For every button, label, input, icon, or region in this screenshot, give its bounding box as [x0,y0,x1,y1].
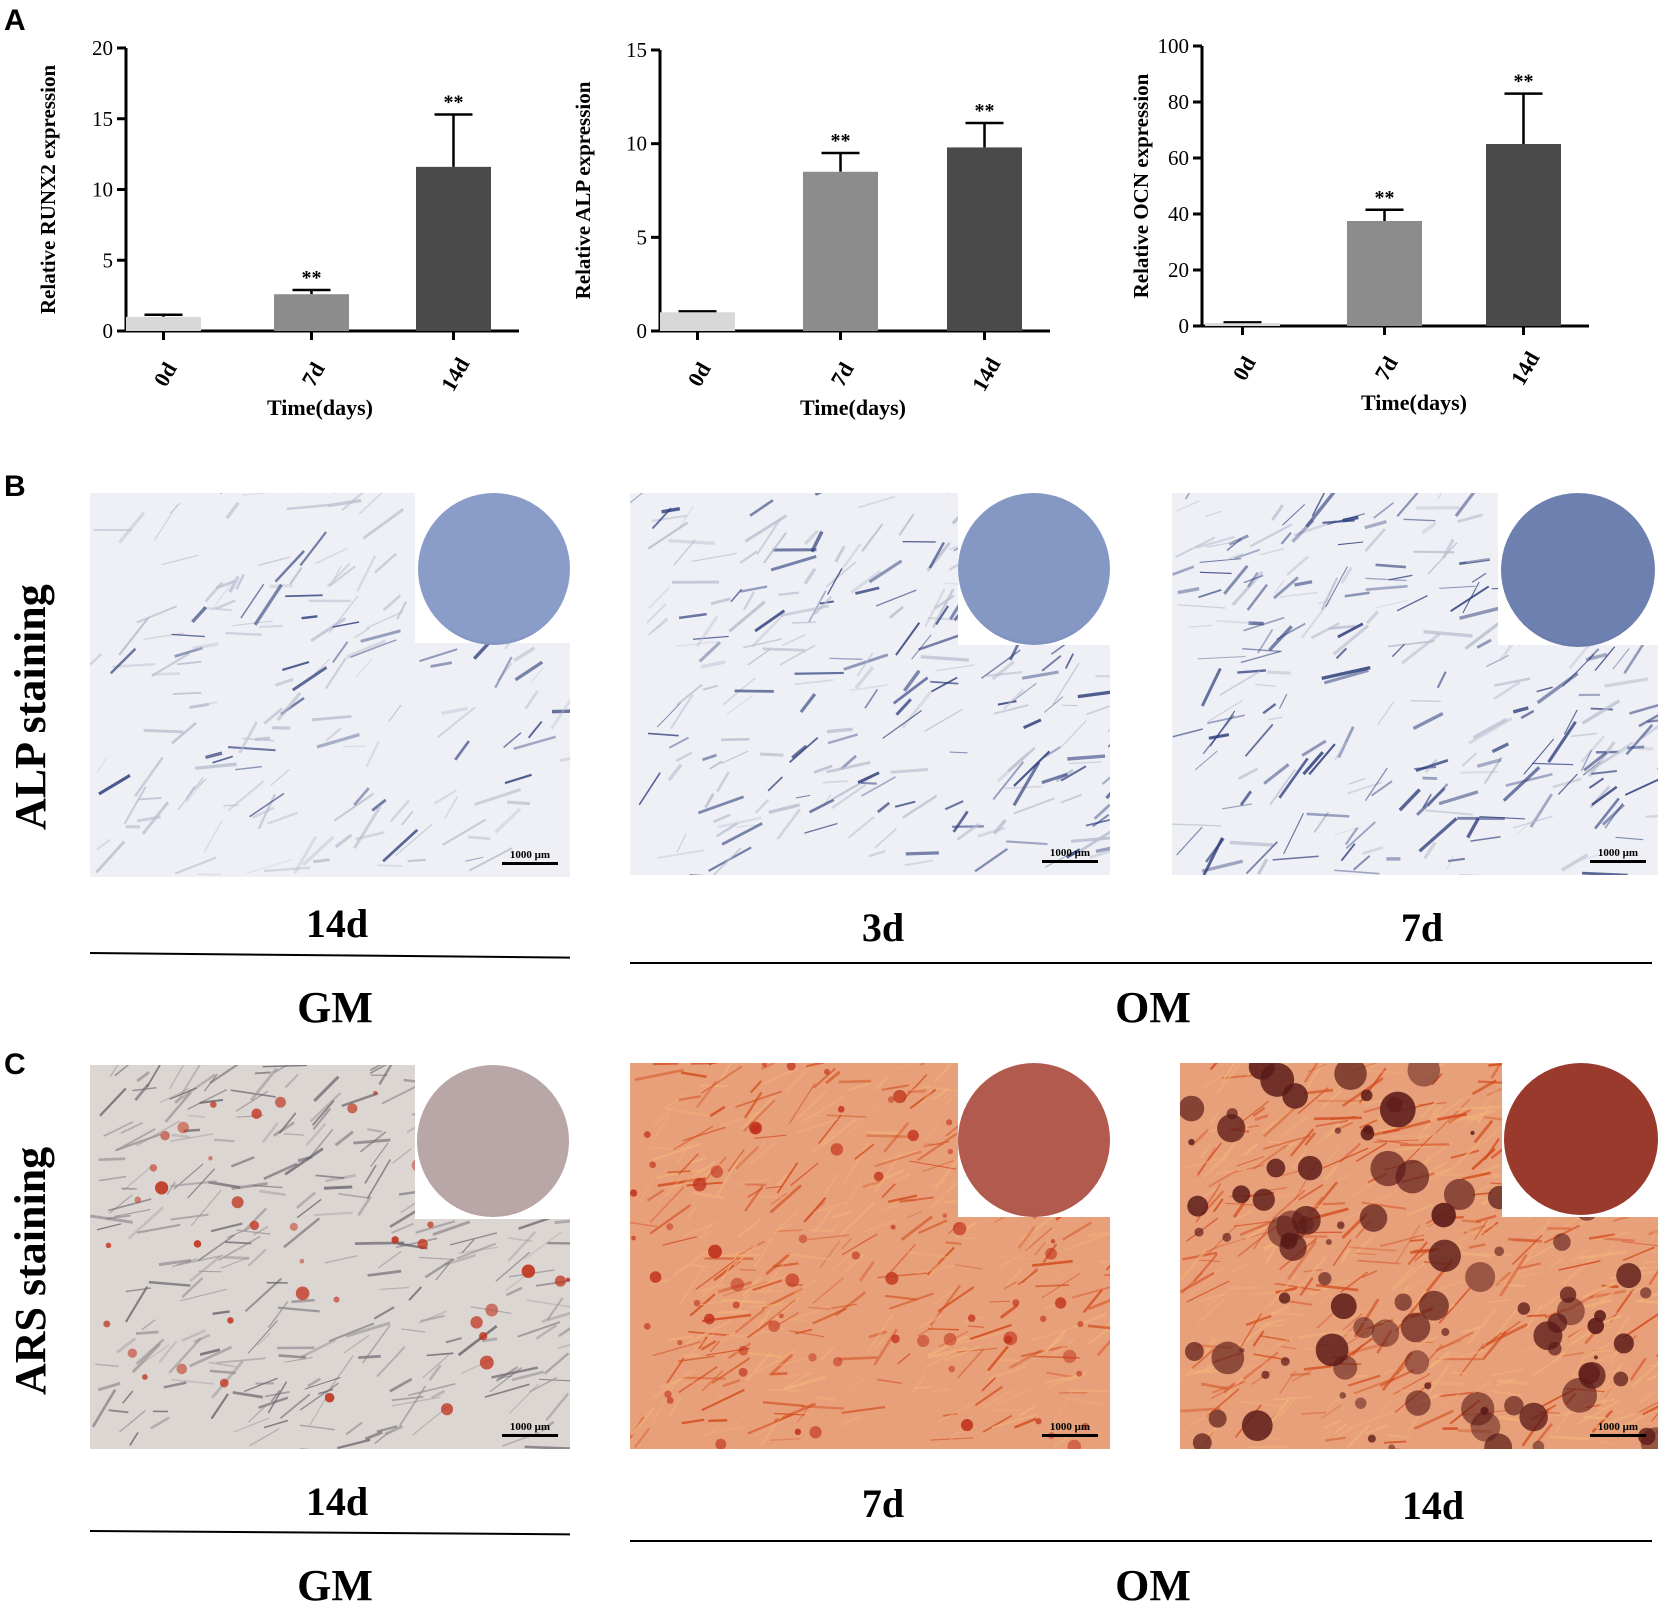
y-tick-label: 15 [92,107,113,131]
bar-7d [274,294,349,331]
x-tick-label: 0d [682,358,715,391]
y-tick-label: 40 [1168,202,1189,226]
ars-dish-om-14d [1504,1063,1658,1215]
ars-caption-3: 14d [1283,1482,1583,1529]
scale-label: 1000 μm [1050,1421,1090,1433]
row-label-ars: ARS staining [5,1147,56,1395]
ars-scalebar-2: 1000 μm [1042,1421,1098,1437]
y-tick-label: 80 [1168,90,1189,114]
ars-micrograph-om-14d: 1000 μm [1180,1063,1658,1449]
alp-group-om: OM [1003,982,1303,1033]
ars-gm-divider [90,1530,570,1535]
y-tick-label: 100 [1158,34,1190,58]
bar-charts: 0 5 10 15 20 Relative RUNX2 expression 0d ** 7d *… [0,0,1659,460]
ars-group-gm: GM [185,1560,485,1611]
significance-mark: ** [1375,187,1395,209]
y-tick-label: 0 [1179,314,1190,338]
y-tick-label: 10 [92,178,113,202]
y-axis-label: Relative ALP expression [571,81,595,299]
alp-dish-gm-14d [418,493,570,645]
alp-micrograph-om-7d: 1000 μm [1172,493,1658,875]
alp-scalebar-3: 1000 μm [1590,847,1646,863]
y-tick-label: 5 [637,225,648,249]
bar-14d [947,147,1022,331]
x-tick-label: 14d [436,353,475,395]
bar-0d [1205,323,1280,326]
significance-mark: ** [975,100,995,122]
y-tick-label: 20 [92,36,113,60]
bar-14d [416,167,491,331]
panel-label-b: B [4,470,26,504]
ars-om-divider [630,1540,1652,1542]
x-tick-label: 7d [296,358,329,391]
bar-0d [126,317,201,331]
significance-mark: ** [444,92,464,114]
scale-label: 1000 μm [1050,847,1090,859]
alp-caption-3: 7d [1272,904,1572,951]
ars-group-om: OM [1003,1560,1303,1611]
alp-caption-1: 14d [187,900,487,947]
scale-label: 1000 μm [1598,1421,1638,1433]
ars-inset-om-14d [1502,1063,1658,1217]
x-tick-label: 7d [1369,352,1402,385]
alp-inset-om-3d [958,493,1110,645]
bar-7d [803,172,878,331]
alp-micrograph-om-3d: 1000 μm [630,493,1110,875]
alp-dish-om-3d [958,493,1110,645]
alp-scalebar-2: 1000 μm [1042,847,1098,863]
y-tick-label: 5 [103,248,114,272]
ars-scalebar-1: 1000 μm [502,1421,558,1437]
y-tick-label: 60 [1168,146,1189,170]
bar-0d [660,312,735,331]
x-axis-label: Time(days) [1361,390,1467,415]
ars-dish-gm-14d [417,1065,569,1217]
y-tick-label: 0 [103,319,114,343]
ars-inset-gm-14d [415,1065,570,1219]
alp-scalebar-1: 1000 μm [502,849,558,865]
y-tick-label: 10 [626,132,647,156]
alp-micrograph-gm-14d: 1000 μm [90,493,570,877]
ars-caption-2: 7d [733,1480,1033,1527]
x-tick-label: 14d [1506,347,1545,389]
row-label-alp: ALP staining [5,584,56,830]
x-axis-label: Time(days) [267,395,373,420]
alp-caption-2: 3d [733,904,1033,951]
scale-label: 1000 μm [510,849,550,861]
significance-mark: ** [302,267,322,289]
ars-dish-om-7d [958,1063,1110,1217]
y-axis-label: Relative RUNX2 expression [36,65,60,315]
significance-mark: ** [831,130,851,152]
x-tick-label: 7d [825,358,858,391]
bar-14d [1486,144,1561,326]
ars-inset-om-7d [958,1063,1110,1217]
alp-dish-om-7d [1501,493,1655,647]
x-tick-label: 0d [1227,352,1260,385]
x-tick-label: 0d [148,358,181,391]
ars-micrograph-gm-14d: 1000 μm [90,1065,570,1449]
y-tick-label: 15 [626,38,647,62]
ars-micrograph-om-7d: 1000 μm [630,1063,1110,1449]
ars-caption-1: 14d [187,1478,487,1525]
alp-om-divider [630,962,1652,964]
alp-inset-om-7d [1498,493,1658,645]
alp-gm-divider [90,952,570,958]
x-tick-label: 14d [967,353,1006,395]
ars-scalebar-3: 1000 μm [1590,1421,1646,1437]
x-axis-label: Time(days) [800,395,906,420]
alp-group-gm: GM [185,982,485,1033]
y-tick-label: 20 [1168,258,1189,282]
y-axis-label: Relative OCN expression [1129,73,1153,298]
chart-1: 0 5 10 15 20 Relative RUNX2 expression 0d ** 7d *… [36,36,519,420]
scale-label: 1000 μm [1598,847,1638,859]
significance-mark: ** [1514,71,1534,93]
y-tick-label: 0 [637,319,648,343]
scale-label: 1000 μm [510,1421,550,1433]
panel-label-c: C [4,1048,26,1082]
chart-2: 0 5 10 15 Relative ALP expression 0d ** 7d ** 14d… [571,38,1050,420]
alp-inset-gm-14d [415,493,570,643]
bar-7d [1347,221,1422,326]
